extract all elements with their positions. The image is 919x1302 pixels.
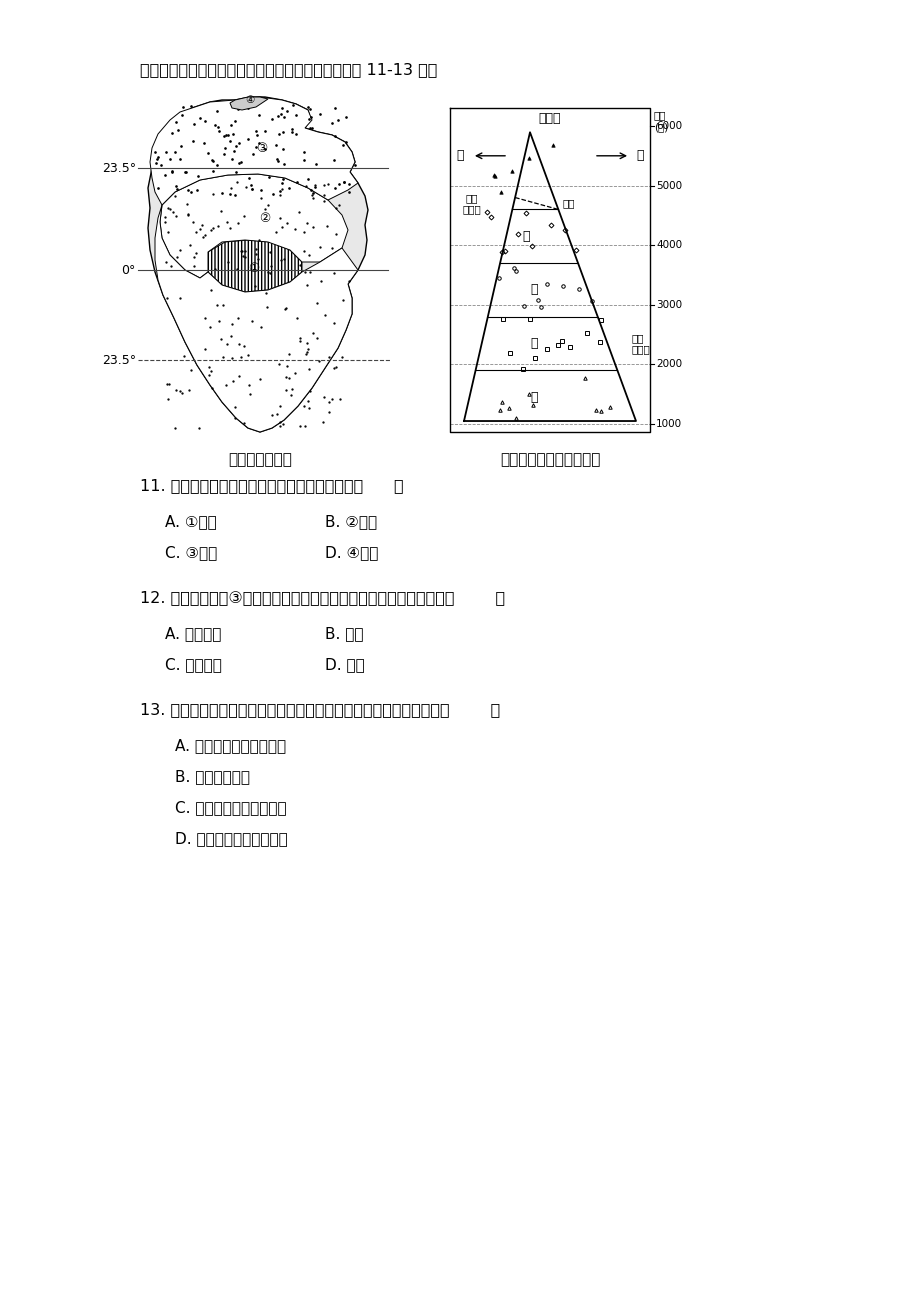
Text: D. ④、乙: D. ④、乙 (324, 546, 378, 560)
Text: 海拔: 海拔 (653, 109, 665, 120)
Text: C. 北坡为阴坡，热量较多: C. 北坡为阴坡，热量较多 (175, 799, 287, 815)
Text: ②: ② (259, 211, 270, 224)
Text: 12. 非洲南部，与③相同的自然带南北延伸较长，其主要影响因素是（        ）: 12. 非洲南部，与③相同的自然带南北延伸较长，其主要影响因素是（ ） (140, 590, 505, 605)
Text: 丁: 丁 (529, 391, 538, 404)
Text: 11. 两图所示自然带中，自然景观相似的一组是（      ）: 11. 两图所示自然带中，自然景观相似的一组是（ ） (140, 478, 403, 493)
Text: 23.5°: 23.5° (102, 161, 136, 174)
Text: 下图为非洲和乞力马扎罗山自然带分布图，读图回答 11-13 题。: 下图为非洲和乞力马扎罗山自然带分布图，读图回答 11-13 题。 (140, 62, 437, 77)
Text: D. 地形: D. 地形 (324, 658, 364, 672)
Text: C. 大气环流: C. 大气环流 (165, 658, 221, 672)
Text: C. ③、甲: C. ③、甲 (165, 546, 217, 560)
Text: 雪线: 雪线 (562, 198, 574, 208)
Text: A. ①、丙: A. ①、丙 (165, 514, 217, 529)
Text: 3000: 3000 (655, 299, 681, 310)
Text: 乙: 乙 (529, 284, 538, 297)
Text: A. 受风带影响南坡降水多: A. 受风带影响南坡降水多 (175, 738, 286, 753)
Text: 北: 北 (456, 150, 463, 163)
Text: 13. 乞力马扎罗山的雪线北坡高于南坡，造成这种差异的主要原因是（        ）: 13. 乞力马扎罗山的雪线北坡高于南坡，造成这种差异的主要原因是（ ） (140, 702, 500, 717)
Text: 南: 南 (636, 150, 643, 163)
Text: D. 北坡纬度低，热量较多: D. 北坡纬度低，热量较多 (175, 831, 288, 846)
Text: 热带
雨林带: 热带 雨林带 (631, 333, 650, 354)
Text: ③: ③ (256, 142, 267, 155)
Text: B. 南坡地势陡峭: B. 南坡地势陡峭 (175, 769, 250, 784)
Text: B. 洋流: B. 洋流 (324, 626, 363, 641)
Text: 2000: 2000 (655, 359, 681, 370)
Text: (米): (米) (653, 122, 667, 132)
Text: A. 海陆位置: A. 海陆位置 (165, 626, 221, 641)
Polygon shape (150, 98, 357, 204)
Polygon shape (160, 174, 347, 279)
Text: B. ②、丁: B. ②、丁 (324, 514, 377, 529)
Text: 1000: 1000 (655, 419, 681, 428)
Text: 甲: 甲 (522, 229, 529, 242)
Text: 基博峰: 基博峰 (539, 112, 561, 125)
Text: 0°: 0° (121, 263, 136, 276)
Text: 丙: 丙 (529, 337, 538, 350)
Text: 4000: 4000 (655, 240, 681, 250)
Text: 6000: 6000 (655, 121, 681, 132)
Text: 23.5°: 23.5° (102, 354, 136, 366)
Text: 乞力马扎罗山垂直自然带: 乞力马扎罗山垂直自然带 (499, 452, 599, 467)
Polygon shape (230, 98, 267, 109)
Polygon shape (148, 98, 368, 432)
Text: 高山
荒漠带: 高山 荒漠带 (462, 193, 481, 214)
Polygon shape (208, 240, 301, 292)
Text: 5000: 5000 (655, 181, 681, 190)
Text: 非洲自然带分布: 非洲自然带分布 (228, 452, 291, 467)
Polygon shape (154, 204, 357, 432)
Text: ①: ① (248, 262, 259, 275)
Text: ④: ④ (245, 95, 255, 105)
